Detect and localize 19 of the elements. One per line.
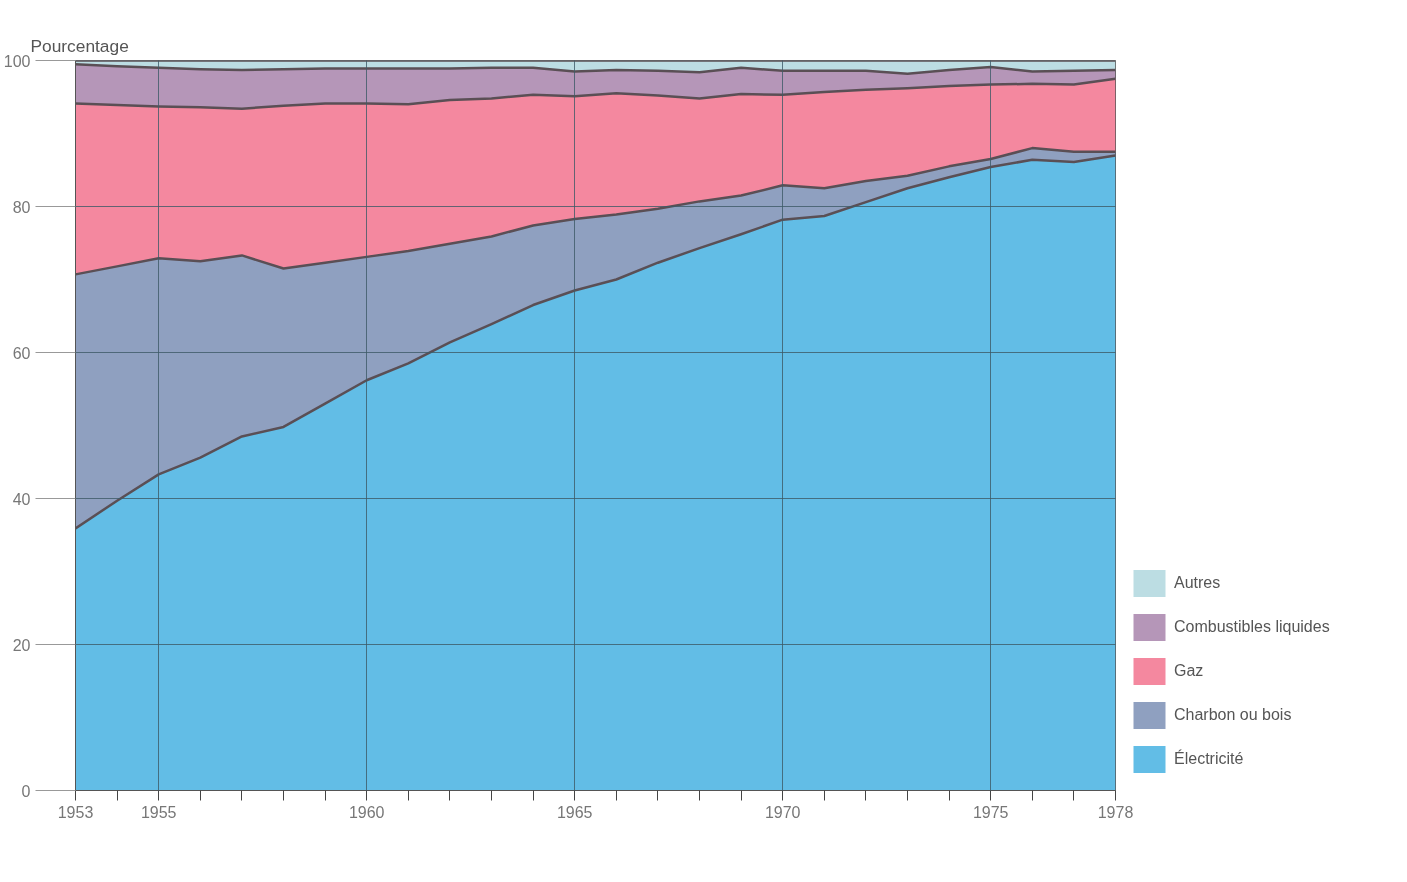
- x-tick-label: 1975: [972, 803, 1009, 821]
- x-tick-label: 1970: [764, 803, 801, 821]
- x-tick-label: 1978: [1097, 803, 1134, 821]
- y-tick-label: 60: [12, 344, 31, 362]
- x-tick-label: 1965: [556, 803, 593, 821]
- legend-label: Autres: [1174, 574, 1221, 592]
- y-tick-label: 0: [21, 782, 31, 800]
- y-axis-title: Pourcentage: [30, 35, 129, 56]
- legend-label: Gaz: [1174, 662, 1204, 680]
- legend-label: Combustibles liquides: [1174, 618, 1330, 636]
- legend-label: Charbon ou bois: [1174, 706, 1292, 724]
- x-tick-label: 1960: [348, 803, 385, 821]
- legend-label: Électricité: [1174, 750, 1244, 768]
- y-tick-label: 100: [3, 52, 31, 70]
- y-tick-label: 40: [12, 490, 31, 508]
- x-tick-label: 1955: [140, 803, 177, 821]
- y-tick-label: 80: [12, 198, 31, 216]
- y-tick-label: 20: [12, 636, 31, 654]
- x-tick-label: 1953: [57, 803, 94, 821]
